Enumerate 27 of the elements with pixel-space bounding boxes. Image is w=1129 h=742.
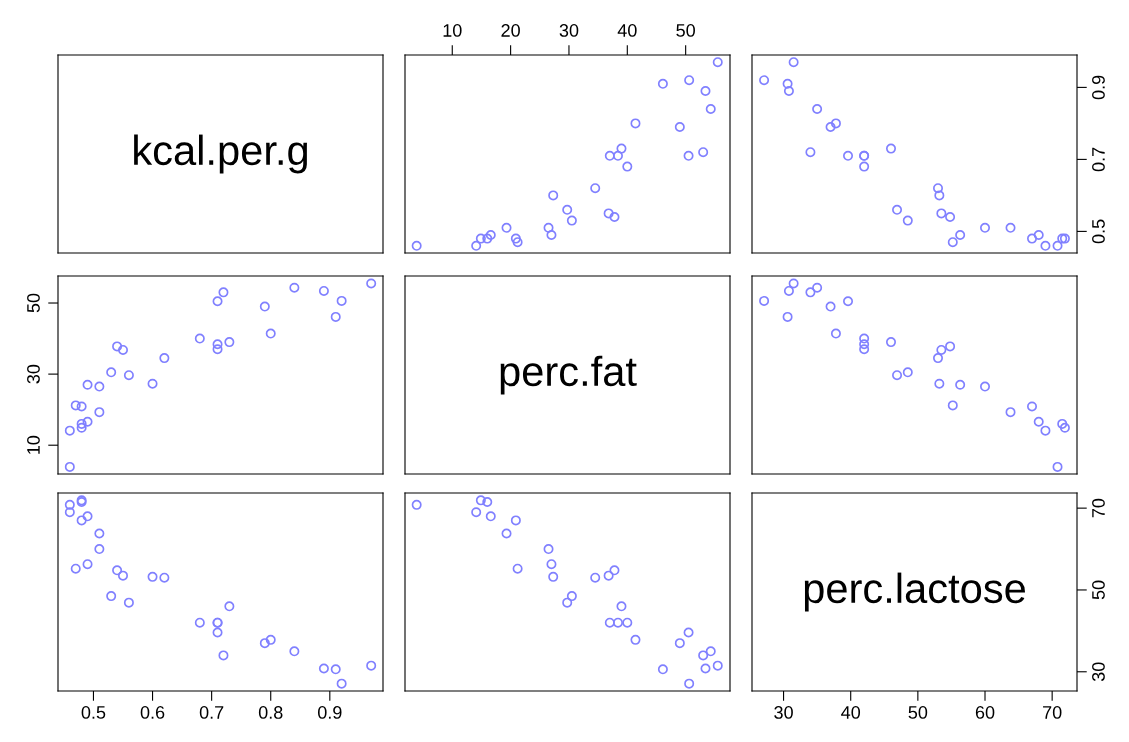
y-tick-label: 30	[1092, 662, 1105, 682]
y-tick-label: 50	[1092, 580, 1105, 600]
x-tick-label: 30	[559, 24, 579, 37]
y-tick-label: 70	[1092, 498, 1105, 518]
x-tick-label: 40	[617, 24, 637, 37]
x-tick-label: 40	[841, 706, 861, 719]
x-tick-label: 0.7	[199, 706, 224, 719]
x-tick-label: 0.5	[81, 706, 106, 719]
y-tick-label: 0.5	[1092, 219, 1105, 244]
x-tick-label: 60	[975, 706, 995, 719]
x-tick-label: 30	[774, 706, 793, 719]
x-tick-label: 0.6	[140, 706, 165, 719]
x-tick-label: 50	[908, 706, 928, 719]
y-tick-label: 30	[27, 364, 40, 384]
x-tick-label: 10	[443, 24, 462, 37]
y-tick-label: 0.7	[1092, 147, 1105, 172]
x-tick-label: 70	[1043, 706, 1062, 719]
text: perc.lactose	[804, 572, 1025, 612]
y-tick-label: 10	[27, 435, 40, 454]
text: perc.fat	[500, 355, 637, 395]
x-tick-label: 20	[501, 24, 520, 37]
x-tick-label: 0.8	[258, 706, 283, 719]
y-tick-label: 0.9	[1092, 75, 1105, 100]
x-tick-label: 50	[676, 24, 695, 37]
text: kcal.per.g	[134, 134, 307, 174]
x-tick-label: 0.9	[317, 706, 342, 719]
y-tick-label: 50	[27, 293, 40, 313]
